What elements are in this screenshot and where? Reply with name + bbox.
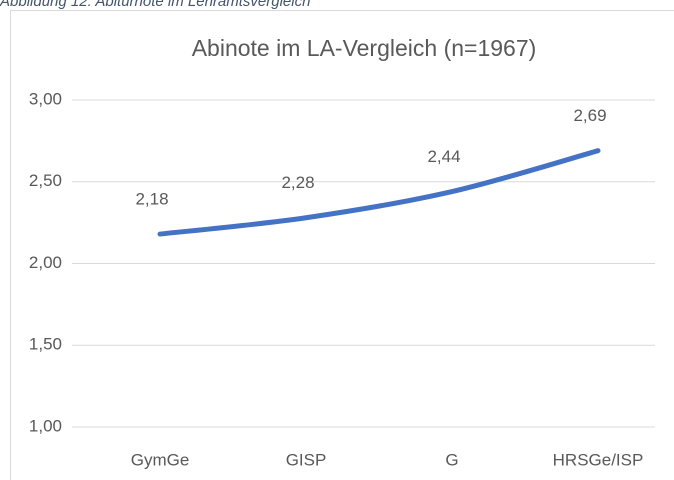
- y-tick-label: 1,00: [29, 416, 62, 435]
- x-tick-label: GymGe: [131, 450, 190, 469]
- data-line: [157, 148, 601, 237]
- data-label: 2,28: [281, 173, 314, 192]
- data-label: 2,18: [135, 190, 168, 209]
- y-tick-label: 3,00: [29, 89, 62, 108]
- x-tick-label: GISP: [286, 450, 327, 469]
- x-tick-label: HRSGe/ISP: [553, 450, 644, 469]
- chart-title: Abinote im LA-Vergleich (n=1967): [192, 35, 537, 61]
- y-tick-label: 1,50: [29, 335, 62, 354]
- data-label: 2,69: [573, 106, 606, 125]
- x-tick-label: G: [445, 450, 458, 469]
- caption: Abbildung 12: Abiturnote im Lehramtsverg…: [0, 0, 310, 10]
- y-tick-label: 2,50: [29, 171, 62, 190]
- y-tick-label: 2,00: [29, 253, 62, 272]
- chart-frame: [10, 10, 674, 480]
- data-label: 2,44: [427, 147, 460, 166]
